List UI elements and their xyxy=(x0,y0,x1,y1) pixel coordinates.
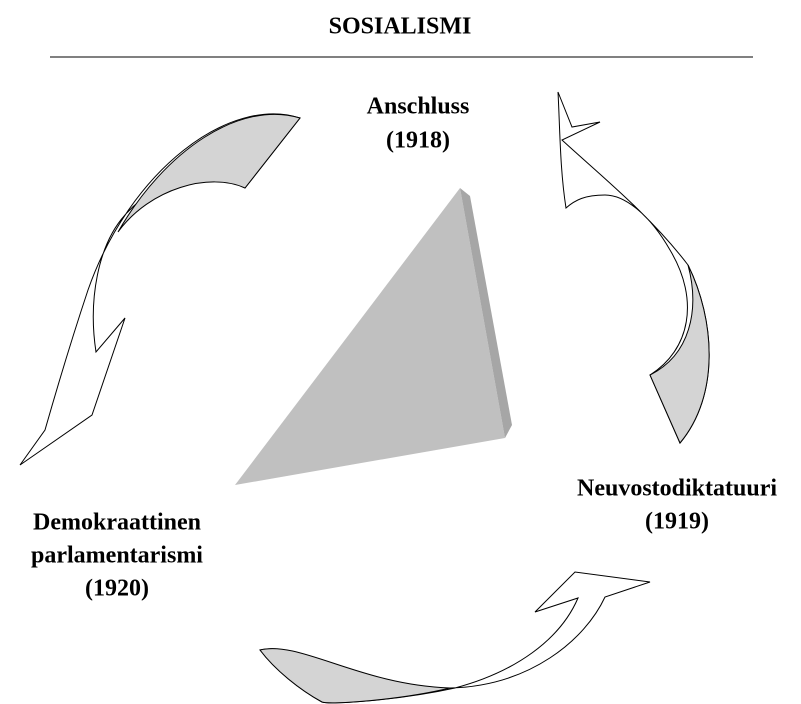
node-label: parlamentarismi xyxy=(31,543,203,569)
diagram: SOSIALISMI Anschluss (1918) Neuvostodikt… xyxy=(0,0,801,704)
node-label: (1918) xyxy=(386,128,450,154)
pyramid-face xyxy=(235,188,505,485)
node-label: Anschluss xyxy=(367,94,470,120)
arrow-twist xyxy=(650,265,709,443)
arrow-twist xyxy=(118,114,300,232)
node-label: (1919) xyxy=(645,509,709,535)
node-label: Demokraattinen xyxy=(33,510,201,536)
node-label: Neuvostodiktatuuri xyxy=(577,476,777,502)
page: SOSIALISMI Anschluss (1918) Neuvostodikt… xyxy=(0,0,801,704)
node-label: (1920) xyxy=(85,576,149,602)
title: SOSIALISMI xyxy=(329,14,472,40)
